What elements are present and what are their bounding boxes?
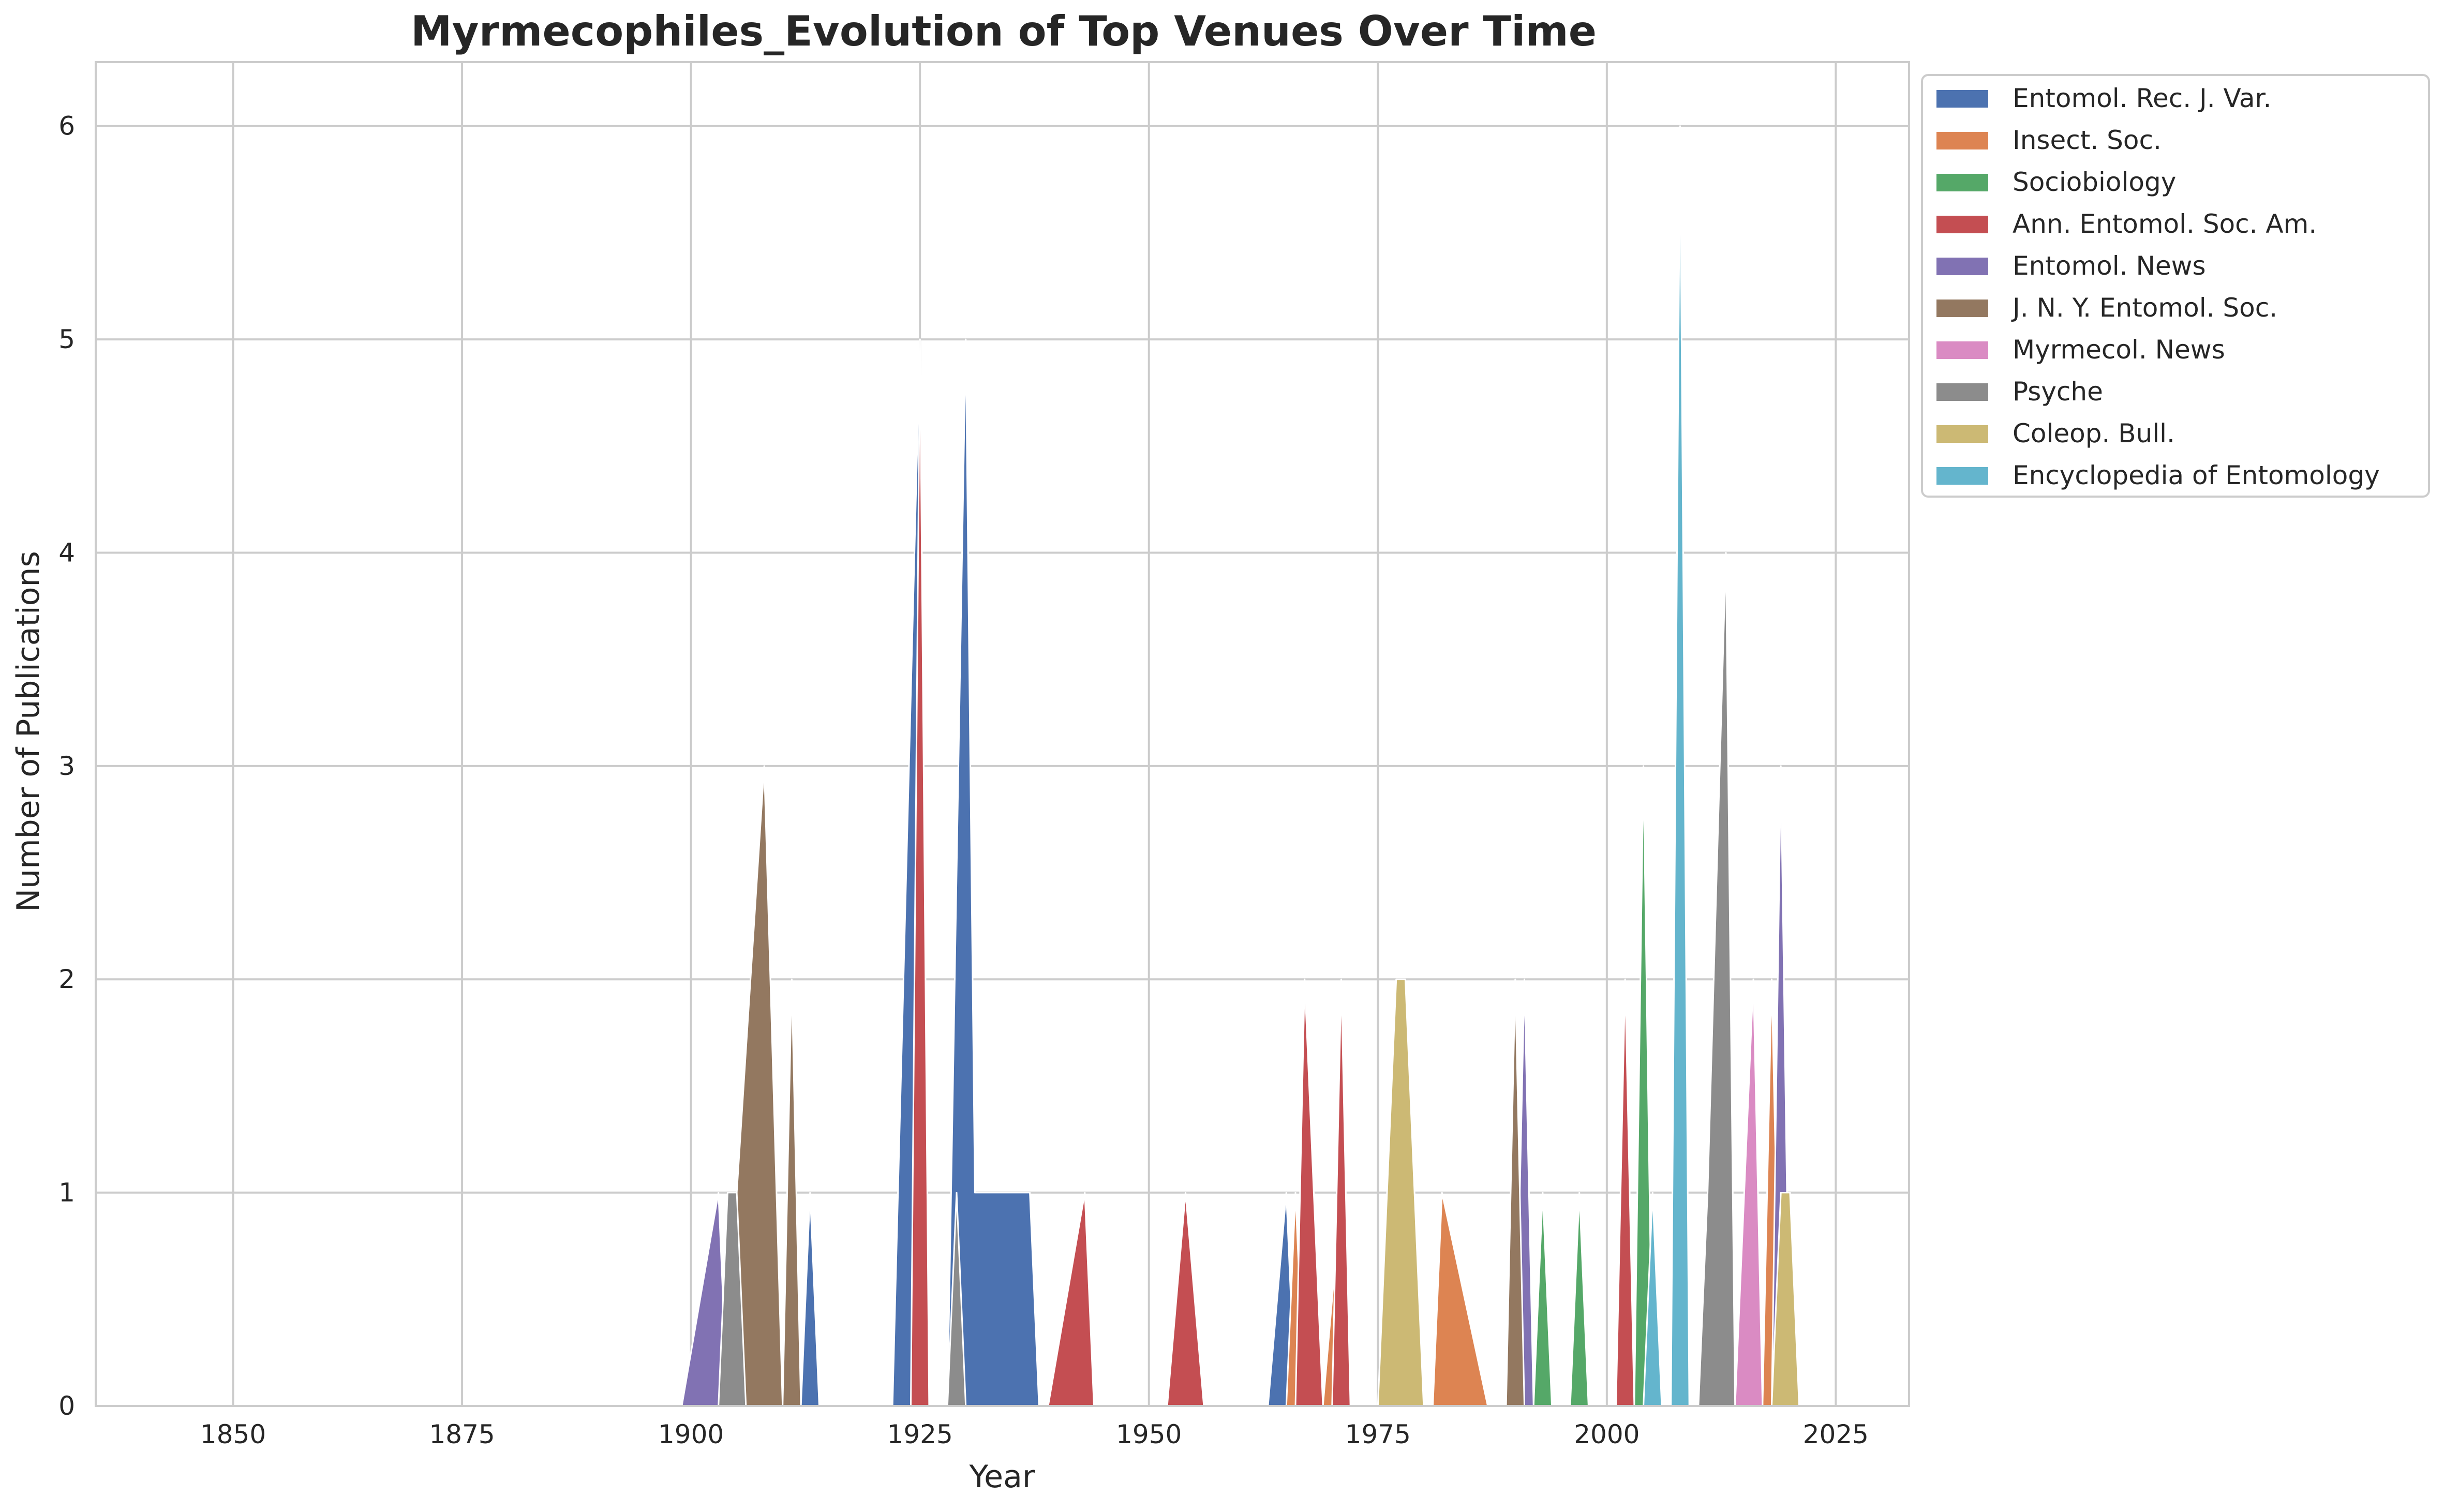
- legend-swatch: [1936, 90, 1988, 108]
- legend-swatch: [1936, 300, 1988, 317]
- legend-label: Myrmecol. News: [2013, 335, 2225, 365]
- x-ticks: 1850 1875 1900 1925 1950 1975 2000 2025: [200, 1419, 1869, 1449]
- x-tick-label: 2000: [1574, 1419, 1640, 1449]
- legend-label: Entomol. News: [2013, 251, 2206, 281]
- x-tick-label: 1925: [887, 1419, 953, 1449]
- x-tick-label: 1975: [1345, 1419, 1411, 1449]
- x-tick-label: 2025: [1803, 1419, 1869, 1449]
- y-tick-label: 1: [58, 1178, 75, 1208]
- y-tick-label: 4: [58, 537, 75, 567]
- legend-label: Coleop. Bull.: [2013, 418, 2175, 448]
- legend-swatch: [1936, 467, 1988, 485]
- chart-title: Myrmecophiles_Evolution of Top Venues Ov…: [411, 7, 1597, 55]
- y-ticks: 0 1 2 3 4 5 6: [58, 111, 75, 1421]
- legend-swatch: [1936, 258, 1988, 275]
- legend-swatch: [1936, 216, 1988, 233]
- x-tick-label: 1875: [429, 1419, 495, 1449]
- x-axis-label: Year: [968, 1459, 1035, 1495]
- y-tick-label: 2: [58, 964, 75, 994]
- legend: Entomol. Rec. J. Var. Insect. Soc. Sociobi…: [1921, 74, 2430, 498]
- y-tick-label: 5: [58, 324, 75, 354]
- legend-swatch: [1936, 132, 1988, 149]
- series-area-7: [718, 552, 1736, 1407]
- legend-label: Encyclopedia of Entomology: [2013, 460, 2380, 490]
- legend-label: Psyche: [2013, 377, 2103, 407]
- plot-frame: [95, 61, 1910, 1407]
- y-tick-label: 3: [58, 751, 75, 781]
- legend-label: Entomol. Rec. J. Var.: [2013, 83, 2271, 113]
- legend-swatch: [1936, 341, 1988, 359]
- y-axis-label: Number of Publications: [10, 551, 47, 912]
- legend-swatch: [1936, 425, 1988, 443]
- legend-label: J. N. Y. Entomol. Soc.: [2011, 293, 2277, 323]
- series-area-5: [726, 765, 1525, 1407]
- legend-frame: [1921, 74, 2430, 498]
- legend-label: Sociobiology: [2013, 167, 2176, 197]
- y-tick-label: 6: [58, 111, 75, 141]
- y-tick-label: 0: [58, 1391, 75, 1421]
- legend-swatch: [1936, 174, 1988, 191]
- x-tick-label: 1850: [200, 1419, 266, 1449]
- legend-label: Ann. Entomol. Soc. Am.: [2013, 209, 2317, 239]
- legend-label: Insect. Soc.: [2013, 125, 2162, 155]
- x-tick-label: 1950: [1116, 1419, 1182, 1449]
- legend-swatch: [1936, 383, 1988, 401]
- x-tick-label: 1900: [658, 1419, 724, 1449]
